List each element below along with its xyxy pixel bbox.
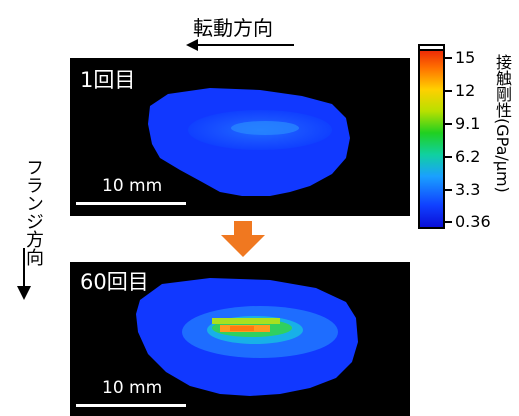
flange-direction-label: フランジ方向	[23, 158, 44, 266]
colorbar-tick	[445, 156, 452, 158]
contact-map-heat-2	[136, 278, 358, 396]
colorbar-tick-label: 12	[455, 81, 476, 100]
rotation-direction-label: 転動方向	[193, 16, 273, 40]
colorbar-tick	[445, 189, 452, 191]
panel-1-label: 1回目	[80, 68, 136, 92]
panel-2-scale-bar	[76, 404, 186, 407]
flange-direction-arrow-icon	[17, 248, 31, 300]
colorbar-tick-label: 0.36	[455, 212, 491, 231]
colorbar-title: 接触剛性(GPa/µm)	[493, 54, 512, 193]
contact-map-panel-2: 60回目 10 mm	[70, 262, 410, 416]
panel-2-scale-text: 10 mm	[102, 378, 163, 398]
colorbar-tick-label: 15	[455, 48, 476, 67]
colorbar-tick-label: 6.2	[455, 147, 481, 166]
colorbar-tick	[445, 123, 452, 125]
colorbar	[418, 44, 445, 229]
panel-2-label: 60回目	[80, 270, 149, 294]
panel-1-scale-bar	[76, 202, 186, 205]
colorbar-tick	[445, 57, 452, 59]
colorbar-tick-label: 3.3	[455, 180, 481, 199]
contact-map-panel-1: 1回目 10 mm	[70, 58, 410, 216]
contact-map-heat-1	[148, 88, 350, 196]
colorbar-tick-label: 9.1	[455, 114, 481, 133]
colorbar-top-cap	[418, 44, 445, 51]
panel-1-scale-text: 10 mm	[102, 176, 163, 196]
transition-arrow-icon	[221, 221, 265, 257]
colorbar-tick	[445, 221, 452, 223]
rotation-direction-arrow-icon	[186, 39, 294, 51]
colorbar-tick	[445, 90, 452, 92]
